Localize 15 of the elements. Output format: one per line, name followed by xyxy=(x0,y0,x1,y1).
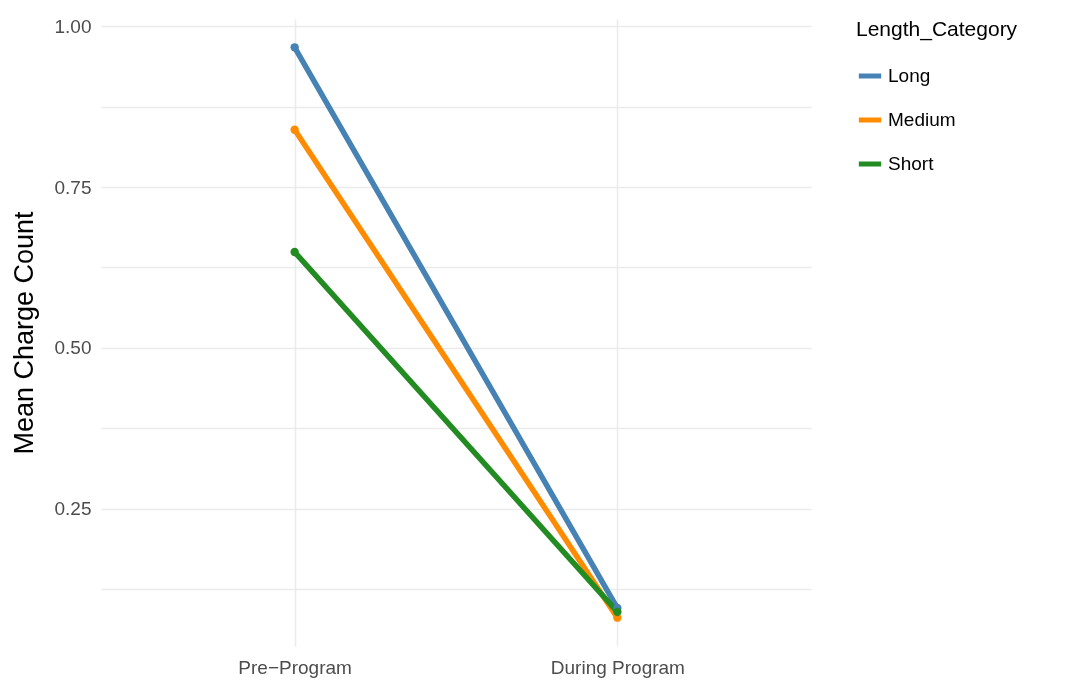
x-tick-label: Pre−Program xyxy=(238,656,352,678)
legend-label: Medium xyxy=(888,109,956,130)
y-tick-label: 1.00 xyxy=(54,15,92,37)
point xyxy=(613,607,622,617)
y-axis-title: Mean Charge Count xyxy=(8,210,39,455)
x-tick-label: During Program xyxy=(550,656,685,678)
legend-title: Length_Category xyxy=(856,17,1018,41)
legend-label: Long xyxy=(888,65,931,86)
y-tick-label: 0.25 xyxy=(54,498,92,520)
point xyxy=(290,43,299,52)
point xyxy=(290,125,299,134)
point xyxy=(290,247,299,257)
y-tick-label: 0.50 xyxy=(54,337,92,359)
legend-label: Short xyxy=(888,153,935,174)
y-tick-label: 0.75 xyxy=(54,176,92,198)
